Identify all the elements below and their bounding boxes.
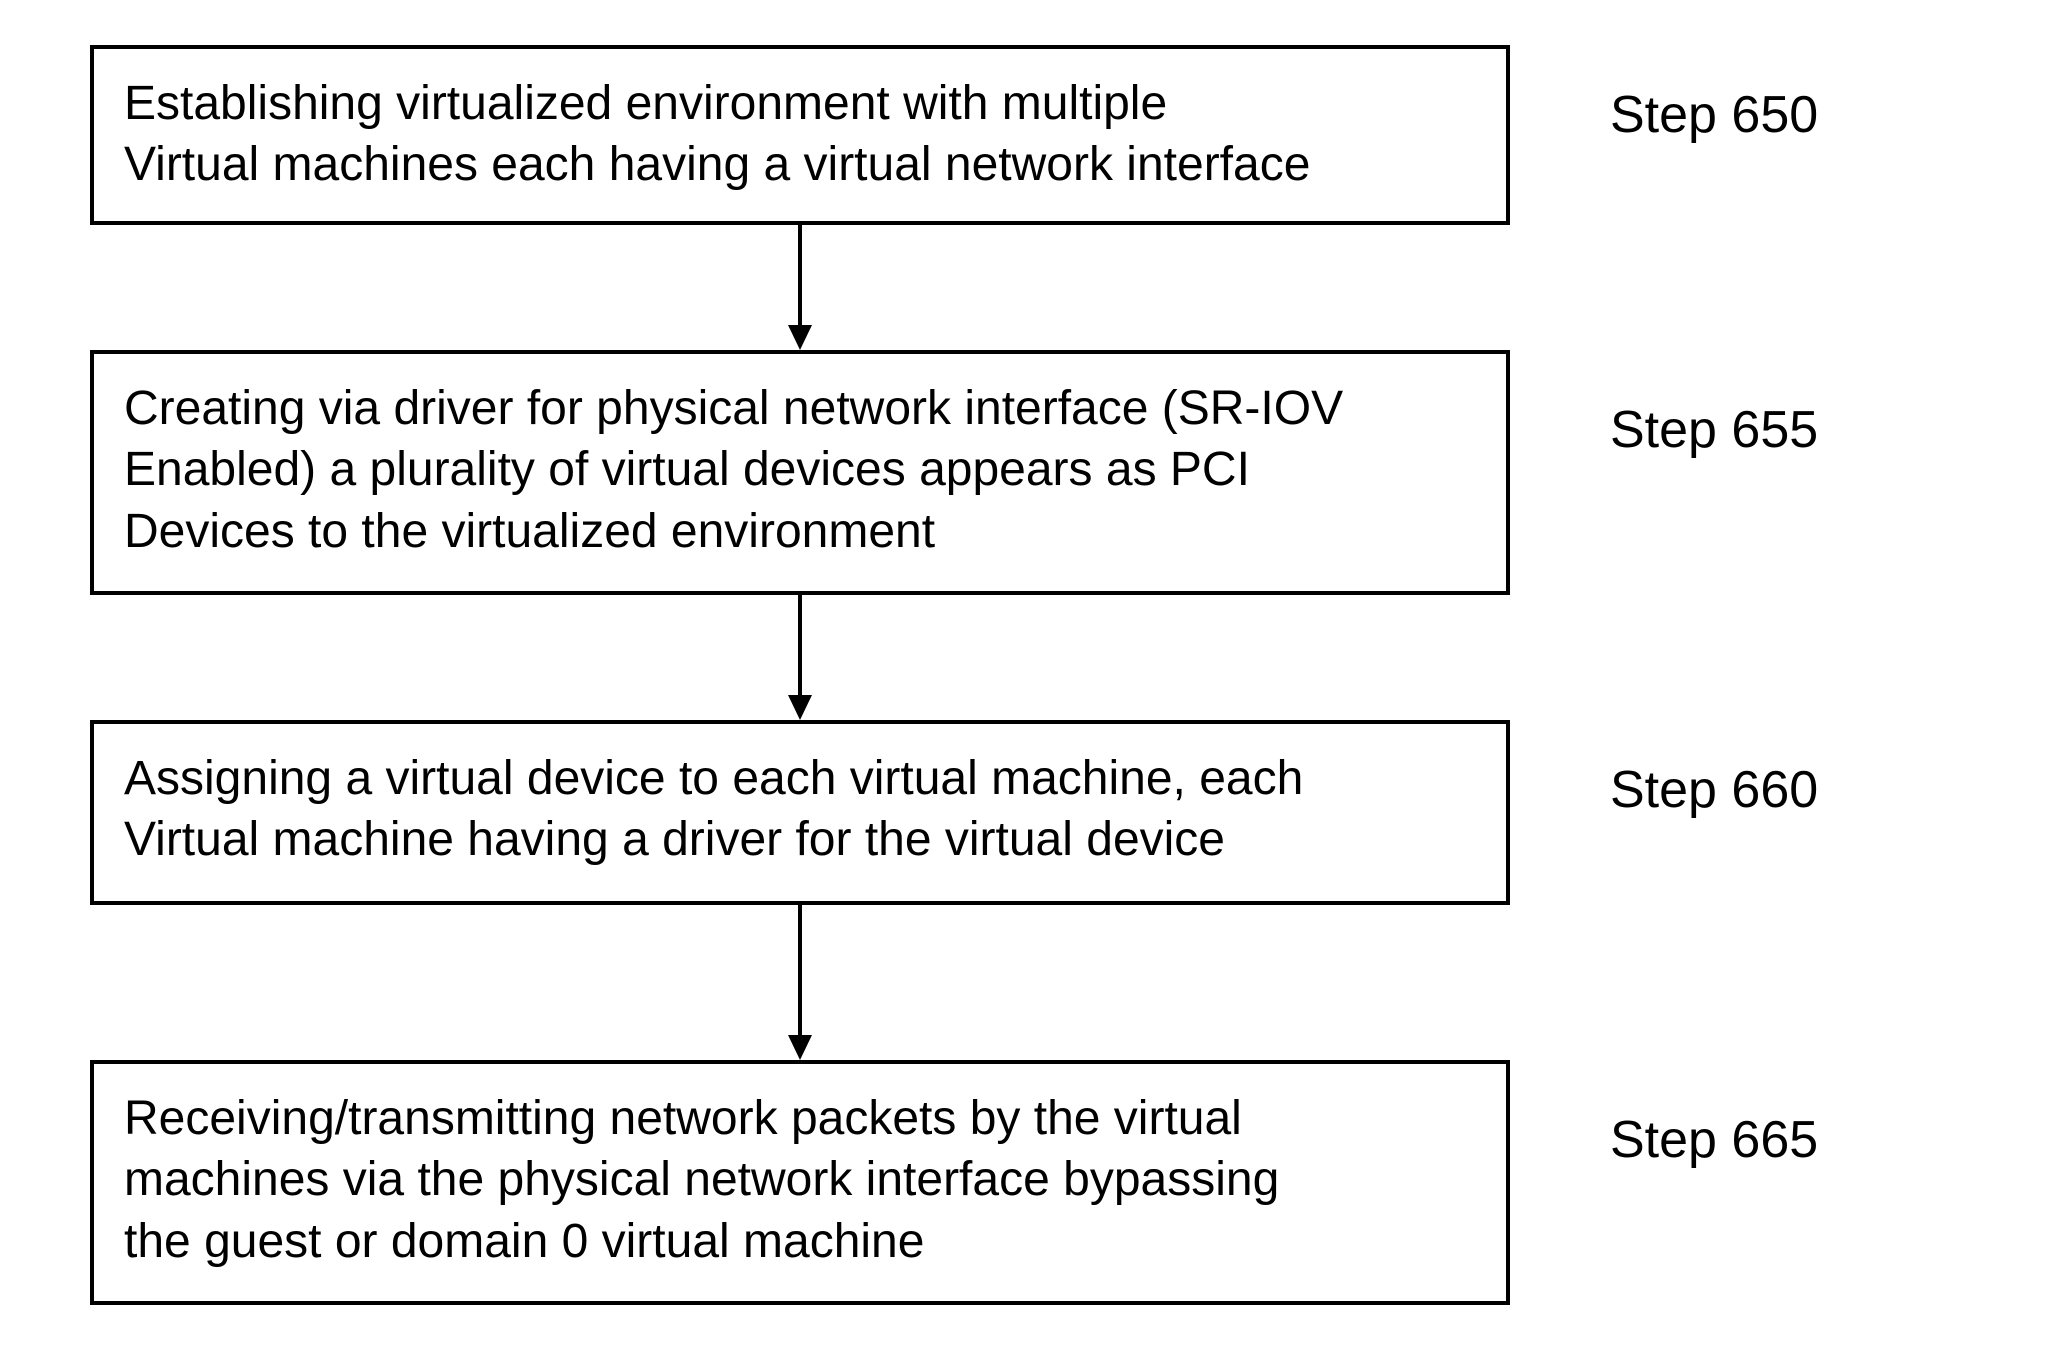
flowchart-box-text: Assigning a virtual device to each virtu… [124,748,1303,871]
flowchart-label-step-665: Step 665 [1610,1110,1818,1170]
flowchart-canvas: Establishing virtualized environment wit… [0,0,2050,1359]
flowchart-box-step-650: Establishing virtualized environment wit… [90,45,1510,225]
flowchart-box-text: Establishing virtualized environment wit… [124,73,1310,196]
flowchart-box-step-665: Receiving/transmitting network packets b… [90,1060,1510,1305]
flowchart-box-text: Receiving/transmitting network packets b… [124,1088,1279,1272]
flowchart-box-step-660: Assigning a virtual device to each virtu… [90,720,1510,905]
flowchart-arrow [780,225,820,350]
flowchart-box-text: Creating via driver for physical network… [124,378,1343,562]
flowchart-arrow [780,595,820,720]
flowchart-label-step-655: Step 655 [1610,400,1818,460]
flowchart-label-step-650: Step 650 [1610,85,1818,145]
flowchart-box-step-655: Creating via driver for physical network… [90,350,1510,595]
flowchart-arrow [780,905,820,1060]
flowchart-label-step-660: Step 660 [1610,760,1818,820]
